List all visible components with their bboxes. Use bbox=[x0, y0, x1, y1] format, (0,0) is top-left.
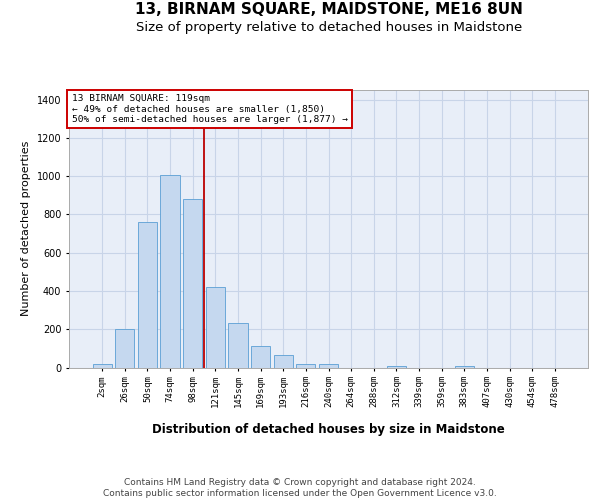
Bar bbox=[274, 355, 293, 368]
Bar bbox=[183, 199, 202, 368]
Bar bbox=[160, 175, 180, 368]
Text: Distribution of detached houses by size in Maidstone: Distribution of detached houses by size … bbox=[152, 422, 505, 436]
Bar bbox=[92, 364, 112, 368]
Bar bbox=[319, 364, 338, 368]
Bar bbox=[115, 329, 134, 368]
Text: 13, BIRNAM SQUARE, MAIDSTONE, ME16 8UN: 13, BIRNAM SQUARE, MAIDSTONE, ME16 8UN bbox=[135, 2, 523, 18]
Bar bbox=[206, 287, 225, 368]
Bar bbox=[387, 366, 406, 368]
Text: 13 BIRNAM SQUARE: 119sqm
← 49% of detached houses are smaller (1,850)
50% of sem: 13 BIRNAM SQUARE: 119sqm ← 49% of detach… bbox=[71, 94, 347, 124]
Bar bbox=[251, 346, 270, 368]
Y-axis label: Number of detached properties: Number of detached properties bbox=[21, 141, 31, 316]
Bar bbox=[229, 322, 248, 368]
Text: Size of property relative to detached houses in Maidstone: Size of property relative to detached ho… bbox=[136, 21, 522, 34]
Bar bbox=[296, 364, 316, 368]
Text: Contains HM Land Registry data © Crown copyright and database right 2024.
Contai: Contains HM Land Registry data © Crown c… bbox=[103, 478, 497, 498]
Bar bbox=[138, 222, 157, 368]
Bar bbox=[455, 366, 474, 368]
